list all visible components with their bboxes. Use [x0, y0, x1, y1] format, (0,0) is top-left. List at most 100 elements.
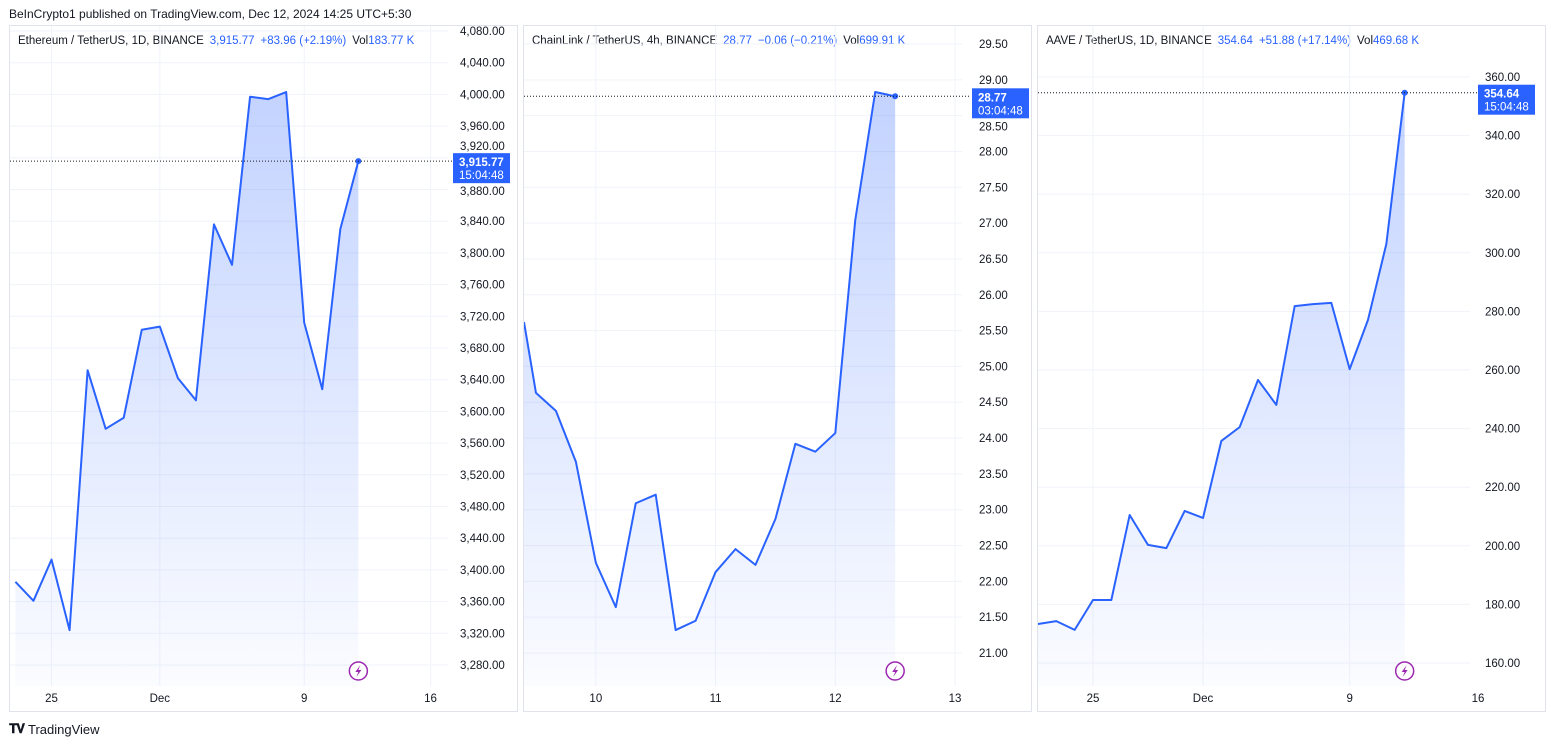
y-tick-label: 3,400.00: [460, 565, 505, 577]
x-tick-label: Dec: [150, 693, 171, 705]
volume-label: Vol: [352, 35, 369, 47]
lightning-bolt-icon: [892, 665, 899, 677]
y-tick-label: 3,840.00: [460, 216, 505, 228]
legend-ethereum: Ethereum / TetherUS, 1D, BINANCE 3,915.77…: [18, 35, 414, 47]
y-tick-label: 3,320.00: [460, 628, 505, 640]
y-tick-label: 29.00: [979, 75, 1008, 87]
x-tick-label: 25: [45, 693, 58, 705]
y-tick-label: 3,480.00: [460, 502, 505, 514]
symbol-title: Ethereum / TetherUS, 1D, BINANCE: [18, 35, 204, 47]
last-price: 3,915.77: [209, 35, 255, 47]
y-tick-label: 3,280.00: [460, 660, 505, 672]
x-tick-label: 13: [949, 693, 962, 705]
y-tick-label: 3,880.00: [460, 186, 505, 198]
y-tick-label: 3,760.00: [460, 280, 505, 292]
y-tick-label: 26.00: [979, 290, 1008, 302]
y-tick-label: 28.00: [979, 146, 1008, 158]
y-tick-label: 3,560.00: [460, 438, 505, 450]
y-tick-label: 320.00: [1485, 189, 1520, 201]
y-tick-label: 3,640.00: [460, 375, 505, 387]
volume-value: 469.68 K: [1373, 35, 1420, 47]
y-tick-label: 3,440.00: [460, 533, 505, 545]
price-label: 28.77: [978, 92, 1007, 104]
x-tick-label: Dec: [1193, 693, 1214, 705]
price-label-box: [1478, 84, 1535, 115]
volume-value: 183.77 K: [368, 35, 415, 47]
x-tick-label: 11: [710, 693, 722, 705]
legend-aave: AAVE / TetherUS, 1D, BINANCE 354.64 +51.88…: [1046, 35, 1419, 47]
x-tick-label: 10: [589, 693, 602, 705]
y-tick-label: 360.00: [1485, 72, 1520, 84]
y-tick-label: 3,960.00: [460, 121, 505, 133]
x-tick-label: 9: [301, 693, 307, 705]
y-tick-label: 160.00: [1485, 658, 1520, 670]
price-label-box: [453, 153, 510, 184]
price-area-fill: [15, 92, 359, 686]
y-tick-label: 3,720.00: [460, 311, 505, 323]
lightning-bolt-icon: [355, 665, 362, 677]
y-tick-label: 200.00: [1485, 541, 1520, 553]
y-tick-label: 3,920.00: [460, 141, 505, 153]
y-tick-label: 280.00: [1485, 306, 1520, 318]
x-tick-label: 12: [829, 693, 842, 705]
y-tick-label: 3,600.00: [460, 406, 505, 418]
y-tick-label: 24.50: [979, 397, 1008, 409]
y-tick-label: 27.00: [979, 218, 1008, 230]
y-tick-label: 21.00: [979, 648, 1008, 660]
price-change: +83.96 (+2.19%): [260, 35, 347, 47]
x-tick-label: 16: [1472, 693, 1485, 705]
y-tick-label: 4,040.00: [460, 58, 505, 70]
countdown-label: 15:04:48: [1484, 102, 1529, 114]
plot-area: [10, 26, 448, 686]
brand-name: TradingView: [28, 721, 100, 737]
price-line: [14, 91, 360, 632]
y-tick-label: 24.00: [979, 433, 1008, 445]
price-label-box: [972, 88, 1029, 119]
tradingview-logo-icon: 𝐓𝐕: [9, 721, 25, 736]
y-tick-label: 3,360.00: [460, 597, 505, 609]
price-label: 3,915.77: [459, 157, 504, 169]
y-tick-label: 27.50: [979, 182, 1008, 194]
price-area-fill: [1038, 92, 1405, 686]
ethereum-chart-panel[interactable]: Ethereum / TetherUS, 1D, BINANCE 3,915.77…: [9, 25, 518, 712]
y-tick-label: 23.50: [979, 469, 1008, 481]
last-price: 354.64: [1217, 35, 1253, 47]
price-label: 354.64: [1484, 89, 1520, 101]
lightning-bolt-icon: [1401, 665, 1408, 677]
price-area-fill: [524, 92, 896, 686]
y-tick-label: 22.00: [979, 576, 1008, 588]
y-tick-label: 28.50: [979, 121, 1008, 133]
y-tick-label: 240.00: [1485, 424, 1520, 436]
y-tick-label: 22.50: [979, 541, 1008, 553]
price-line: [524, 91, 896, 632]
y-tick-label: 180.00: [1485, 599, 1520, 611]
y-tick-label: 21.50: [979, 612, 1008, 624]
volume-label: Vol: [1357, 35, 1374, 47]
x-tick-label: 9: [1346, 693, 1352, 705]
y-tick-label: 220.00: [1485, 482, 1520, 494]
y-tick-label: 340.00: [1485, 131, 1520, 143]
y-tick-label: 25.50: [979, 326, 1008, 338]
y-tick-label: 300.00: [1485, 248, 1520, 260]
countdown-label: 15:04:48: [459, 170, 504, 182]
x-tick-label: 25: [1087, 693, 1100, 705]
symbol-title: AAVE / TetherUS, 1D, BINANCE: [1046, 35, 1212, 47]
y-tick-label: 4,000.00: [460, 89, 505, 101]
y-tick-label: 3,680.00: [460, 343, 505, 355]
y-tick-label: 3,800.00: [460, 248, 505, 260]
countdown-label: 03:04:48: [978, 105, 1023, 117]
plot-area: [524, 26, 962, 686]
aave-chart-panel[interactable]: AAVE / TetherUS, 1D, BINANCE 354.64 +51.88…: [1037, 25, 1546, 712]
price-change: +51.88 (+17.14%): [1258, 35, 1352, 47]
y-tick-label: 25.00: [979, 361, 1008, 373]
y-tick-label: 29.50: [979, 39, 1008, 51]
y-tick-label: 260.00: [1485, 365, 1520, 377]
publisher-caption: BeInCrypto1 published on TradingView.com…: [9, 7, 412, 21]
footer: 𝐓𝐕 TradingView: [9, 721, 100, 737]
x-tick-label: 16: [424, 693, 437, 705]
last-price-marker: [892, 93, 899, 100]
y-tick-label: 3,520.00: [460, 470, 505, 482]
y-tick-label: 23.00: [979, 505, 1008, 517]
y-tick-label: 4,080.00: [460, 26, 505, 38]
